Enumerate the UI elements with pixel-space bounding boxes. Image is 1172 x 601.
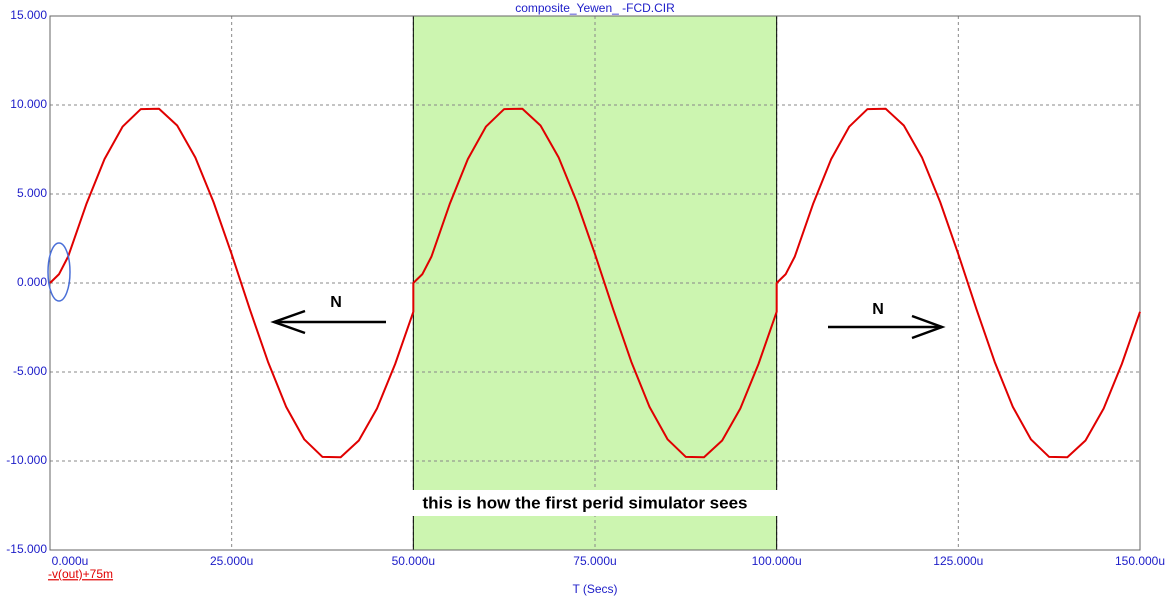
under-layer: -15.000 -10.000 -5.000 0.000 5.000 10.000 15.0…	[6, 8, 1165, 568]
series-line	[49, 107, 1141, 459]
x-tick-label: 125.000u	[933, 554, 983, 568]
arrow-left	[270, 309, 386, 335]
y-tick-label: 10.000	[10, 97, 47, 111]
legend-entry: -v(out)+75m	[48, 567, 113, 581]
annotation: N	[872, 301, 884, 318]
over-layer: N N this is how the first perid simulato…	[47, 242, 946, 516]
annotation: this is how the first perid simulator se…	[423, 493, 748, 512]
arrow-right	[828, 314, 946, 340]
x-axis-label: T (Secs)	[572, 582, 617, 596]
x-tick-label: 100.000u	[752, 554, 802, 568]
x-tick-label: 50.000u	[392, 554, 435, 568]
y-tick-label: 15.000	[10, 8, 47, 22]
y-tick-label: -5.000	[13, 364, 47, 378]
annotation: N	[330, 294, 342, 311]
y-tick-label: 0.000	[17, 275, 47, 289]
x-tick-label: 25.000u	[210, 554, 253, 568]
x-tick-label: 75.000u	[573, 554, 616, 568]
circle-marker	[47, 242, 71, 302]
annotation-box	[393, 490, 778, 516]
y-tick-label: 5.000	[17, 186, 47, 200]
y-tick-label: -15.000	[6, 542, 47, 556]
chart-title: composite_Yewen_ -FCD.CIR	[515, 1, 675, 15]
x-tick-label: 150.000u	[1115, 554, 1165, 568]
y-tick-label: -10.000	[6, 453, 47, 467]
x-tick-label: 0.000u	[52, 554, 89, 568]
